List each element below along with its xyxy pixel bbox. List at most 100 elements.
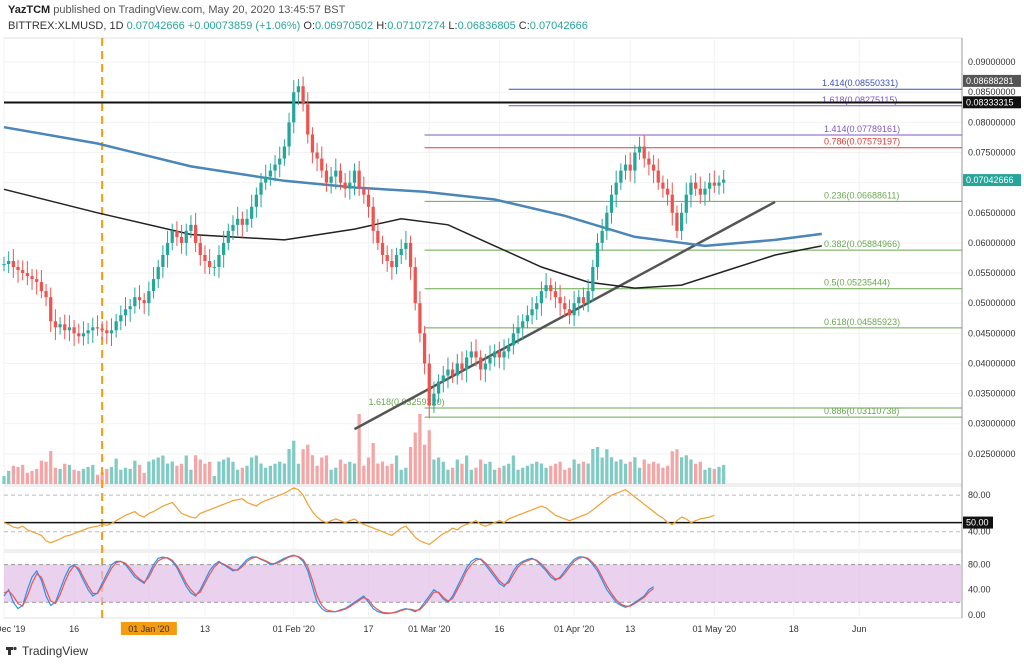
candle-body bbox=[250, 206, 254, 219]
candle-body bbox=[623, 164, 628, 171]
volume-bar bbox=[259, 463, 263, 484]
candle-body bbox=[306, 104, 310, 135]
volume-bar bbox=[161, 455, 165, 484]
candle-body bbox=[591, 267, 595, 292]
time-tick-label: Jun bbox=[852, 624, 867, 634]
candle-body bbox=[119, 315, 123, 322]
fib-label: 1.414(0.07789161) bbox=[824, 124, 900, 134]
candle-body bbox=[661, 182, 665, 189]
volume-bar bbox=[633, 457, 637, 484]
candle-body bbox=[525, 315, 530, 322]
volume-bar bbox=[614, 461, 618, 484]
candle-body bbox=[268, 170, 273, 177]
price-tick-label: 0.06000000 bbox=[968, 238, 1016, 248]
symbol-label[interactable]: BITTREX:XLMUSD, 1D bbox=[8, 20, 124, 32]
candle-body bbox=[264, 176, 268, 183]
volume-bar bbox=[637, 467, 642, 484]
volume-bar bbox=[30, 470, 34, 484]
volume-bar bbox=[516, 469, 520, 484]
candle-body bbox=[693, 182, 698, 189]
fib-label: 0.618(0.04585923) bbox=[824, 317, 900, 327]
candle-body bbox=[408, 242, 413, 268]
candle-body bbox=[530, 309, 534, 316]
price-tick-label: 0.09000000 bbox=[968, 57, 1016, 67]
volume-bar bbox=[49, 451, 53, 484]
candle-body bbox=[175, 230, 179, 237]
volume-bar bbox=[236, 469, 240, 484]
candle-body bbox=[114, 321, 118, 331]
candle-body bbox=[25, 273, 30, 277]
volume-bar bbox=[245, 465, 249, 484]
candle-body bbox=[301, 86, 305, 105]
candle-body bbox=[21, 270, 25, 274]
candle-body bbox=[240, 218, 244, 225]
volume-bar bbox=[502, 465, 506, 484]
price-label-box bbox=[963, 174, 1021, 187]
candle-body bbox=[656, 170, 660, 183]
volume-bar bbox=[474, 467, 478, 484]
volume-bar bbox=[647, 463, 651, 484]
time-tick-label: 01 Dec '19 bbox=[0, 624, 25, 634]
published-text: published on TradingView.com, May 20, 20… bbox=[53, 4, 346, 16]
volume-bar bbox=[530, 463, 534, 484]
candle-body bbox=[502, 351, 506, 358]
volume-bar bbox=[142, 472, 146, 484]
volume-bar bbox=[722, 464, 726, 484]
candle-body bbox=[161, 254, 165, 268]
candle-body bbox=[16, 267, 20, 271]
volume-bar bbox=[81, 468, 86, 484]
candle-body bbox=[292, 92, 296, 123]
candle-body bbox=[521, 321, 525, 328]
candle-body bbox=[507, 345, 511, 352]
candle-body bbox=[165, 242, 170, 255]
volume-bar bbox=[348, 461, 352, 484]
volume-bar bbox=[497, 467, 501, 484]
volume-bar bbox=[133, 460, 137, 484]
volume-bar bbox=[137, 464, 142, 484]
candle-body bbox=[642, 146, 646, 159]
price-tick-label: 0.05000000 bbox=[968, 298, 1016, 308]
high-label: H: bbox=[376, 20, 388, 32]
volume-bar bbox=[72, 469, 76, 484]
candle-body bbox=[665, 188, 670, 195]
candle-body bbox=[95, 327, 100, 329]
volume-bar bbox=[212, 476, 216, 484]
publisher-name[interactable]: YazTCM bbox=[8, 4, 51, 16]
volume-bar bbox=[535, 461, 539, 484]
volume-bar bbox=[193, 455, 198, 484]
candle-body bbox=[535, 303, 539, 310]
candle-body bbox=[441, 375, 445, 382]
candle-body bbox=[418, 303, 422, 334]
brand-name[interactable]: TradingView bbox=[22, 644, 89, 658]
volume-bar bbox=[278, 461, 282, 484]
candle-body bbox=[278, 158, 282, 165]
volume-bar bbox=[165, 463, 170, 484]
volume-bar bbox=[544, 467, 548, 484]
time-tick-label: 01 Feb '20 bbox=[273, 624, 315, 634]
candle-body bbox=[497, 351, 501, 358]
volume-bar bbox=[460, 463, 464, 484]
publisher-line: YazTCM published on TradingView.com, May… bbox=[8, 4, 345, 16]
volume-bar bbox=[488, 461, 492, 484]
fib-label: 0.886(0.03110738) bbox=[824, 406, 899, 416]
volume-bar bbox=[708, 467, 712, 484]
candle-body bbox=[226, 230, 230, 243]
volume-bar bbox=[623, 463, 628, 484]
volume-bar bbox=[11, 465, 15, 484]
chart-canvas[interactable]: 0.09000000 0.08500000 0.08000000 0.07500000… bbox=[0, 0, 1024, 636]
volume-bar bbox=[605, 449, 609, 484]
volume-bar bbox=[670, 451, 674, 484]
volume-bar bbox=[511, 455, 516, 484]
candle-body bbox=[357, 170, 361, 189]
symbol-line: BITTREX:XLMUSD, 1D 0.07042666 +0.0007385… bbox=[8, 20, 588, 32]
candle-body bbox=[366, 194, 371, 207]
candle-body bbox=[708, 182, 712, 189]
candle-body bbox=[399, 248, 403, 255]
candle-body bbox=[455, 363, 459, 376]
candle-body bbox=[670, 194, 674, 213]
volume-bar bbox=[684, 455, 688, 484]
volume-bar bbox=[563, 469, 567, 484]
volume-bar bbox=[712, 468, 716, 484]
candles-layer bbox=[2, 76, 726, 419]
volume-bar bbox=[450, 467, 455, 484]
